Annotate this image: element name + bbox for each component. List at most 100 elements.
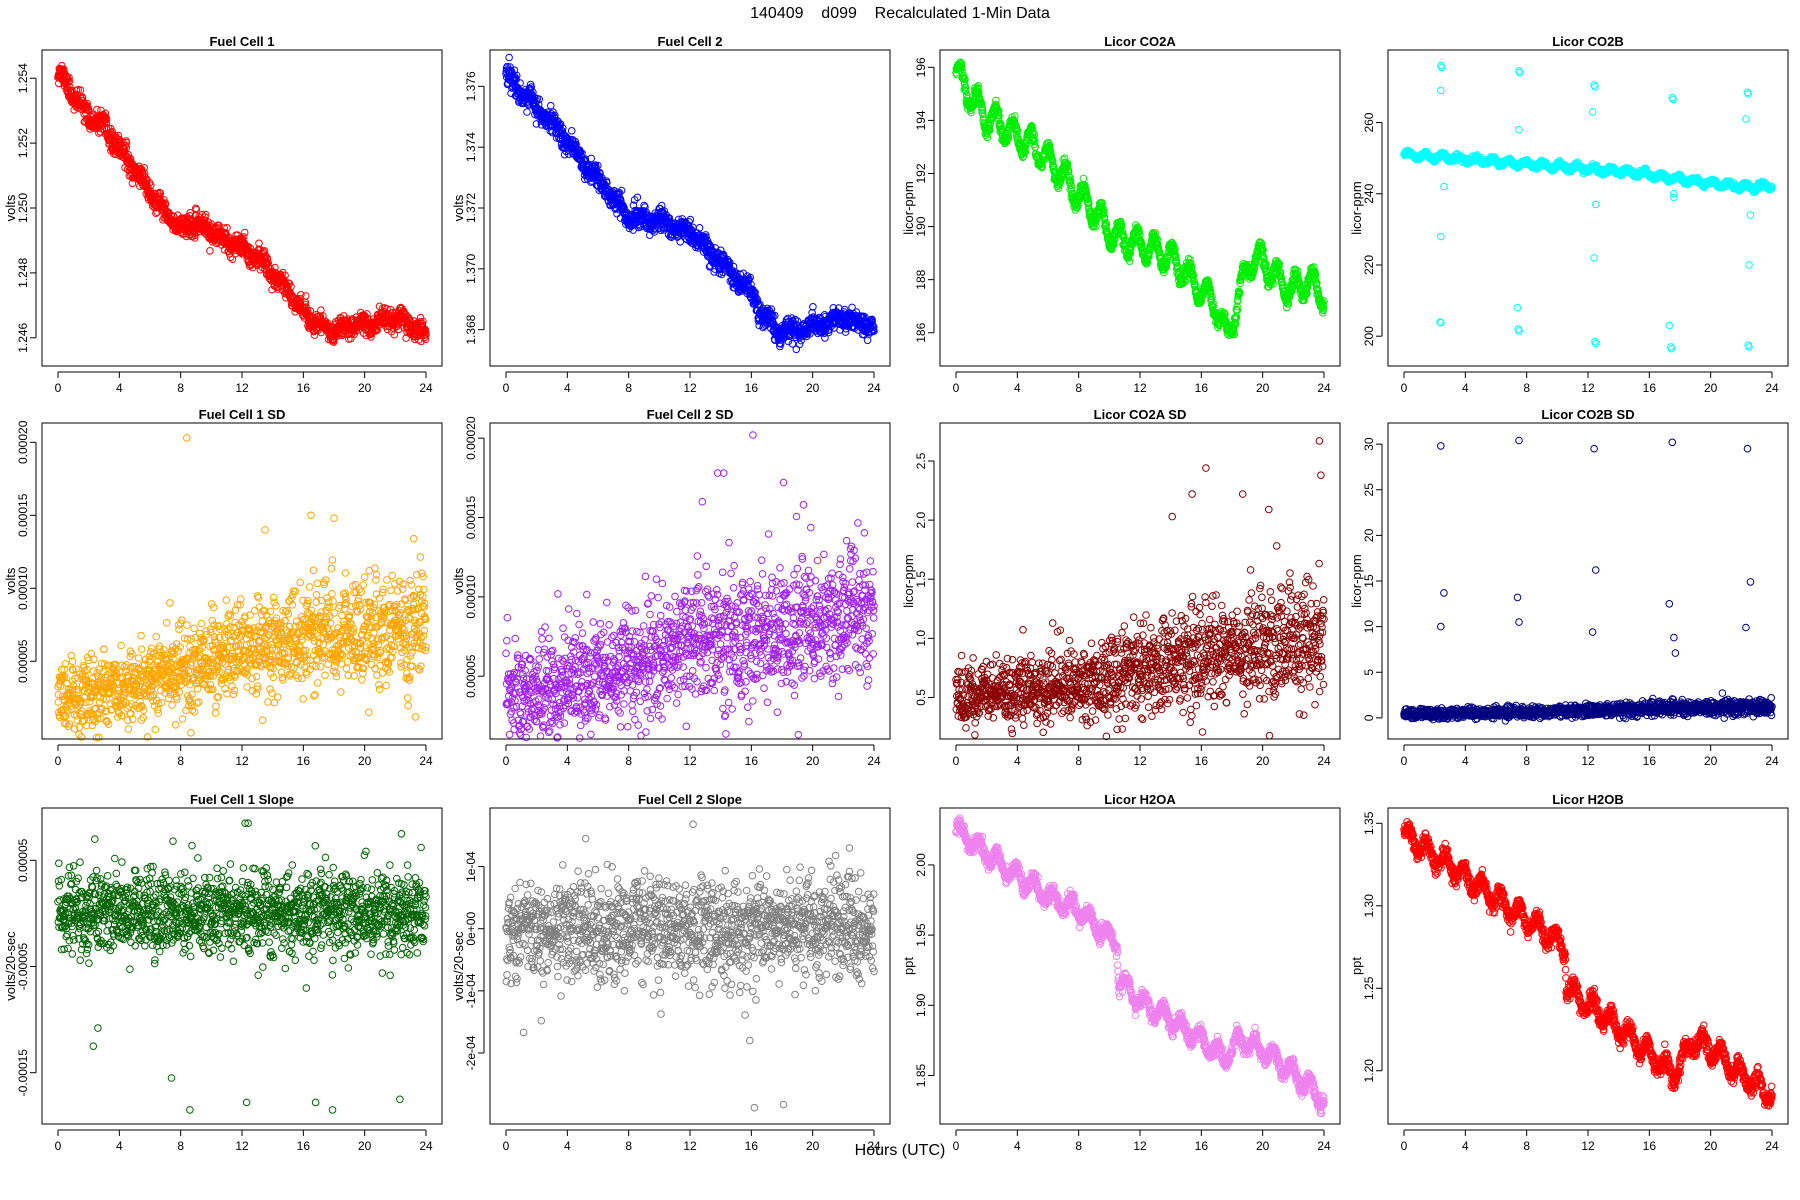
data-point xyxy=(102,115,111,124)
data-point xyxy=(863,336,872,345)
data-point xyxy=(156,189,165,197)
panel-grid: Fuel Cell 10 4 8 12 16 20 241.2461.2481.2501.2… xyxy=(3,34,1789,1153)
data-point xyxy=(302,292,310,300)
data-point xyxy=(296,298,305,307)
y-tick-label: 1.250 xyxy=(16,193,30,223)
y-tick-label: 1.372 xyxy=(464,193,478,223)
x-tick-label: 16 xyxy=(297,381,311,395)
x-tick-label: 4 xyxy=(1014,381,1021,395)
data-point xyxy=(505,53,513,62)
y-tick-label: 1.368 xyxy=(464,314,478,344)
data-point xyxy=(201,216,209,225)
data-point xyxy=(65,73,73,82)
y-tick-label: 196 xyxy=(914,57,928,77)
data-point xyxy=(263,254,272,263)
panel-fuel-cell-1: Fuel Cell 10 4 8 12 16 20 241.2461.2481.2501.2… xyxy=(3,34,443,395)
data-point xyxy=(65,77,74,86)
data-point xyxy=(85,106,93,114)
data-point xyxy=(201,210,210,219)
data-point xyxy=(297,291,305,299)
x-tick-label: 20 xyxy=(1256,381,1270,395)
x-tick-label: 4 xyxy=(564,381,571,395)
y-axis: 186 188 190 192 194 196 xyxy=(914,57,935,343)
x-tick-label: 24 xyxy=(1317,381,1331,395)
data-point xyxy=(239,233,248,241)
data-point xyxy=(206,247,214,255)
data-point xyxy=(223,224,231,232)
y-tick-label: 1.370 xyxy=(464,253,478,283)
figure-title: 140409 d099 Recalculated 1-Min Data xyxy=(750,5,1050,22)
data-point xyxy=(287,282,295,291)
x-tick-label: 0 xyxy=(503,381,510,395)
data-series xyxy=(1400,61,1776,353)
data-point xyxy=(191,231,199,240)
x-tick-label: 4 xyxy=(116,381,123,395)
data-point xyxy=(281,271,289,280)
x-axis: 0 4 8 12 16 20 24 xyxy=(55,371,433,395)
data-series xyxy=(54,61,430,346)
data-point xyxy=(126,155,135,163)
data-point xyxy=(147,181,155,190)
y-tick-label: 186 xyxy=(914,322,928,342)
x-tick-label: 0 xyxy=(953,381,960,395)
y-tick-label: 1.376 xyxy=(464,71,478,101)
panel-title: Fuel Cell 1 xyxy=(209,34,274,49)
data-point xyxy=(695,224,704,232)
x-axis: 0 4 8 12 16 20 24 xyxy=(503,371,881,395)
y-axis-label: volts xyxy=(3,194,18,221)
data-point xyxy=(122,138,131,147)
panel-title: Licor CO2B xyxy=(1552,34,1624,49)
data-point xyxy=(122,143,131,152)
panel-fuel-cell-2: Fuel Cell 20 4 8 12 16 20 241.3681.3701.3721.3… xyxy=(451,34,891,395)
x-tick-label: 8 xyxy=(1075,381,1082,395)
y-tick-label: 1.248 xyxy=(16,258,30,288)
y-axis-label: volts xyxy=(451,194,466,221)
panel-title: Licor CO2A xyxy=(1104,34,1176,49)
data-point xyxy=(284,283,292,292)
data-point xyxy=(191,234,199,242)
x-tick-label: 12 xyxy=(683,381,697,395)
data-point xyxy=(228,255,237,264)
y-tick-label: 1.254 xyxy=(16,63,30,93)
y-axis: 1.246 1.248 1.250 1.252 1.254 xyxy=(16,63,37,353)
data-point xyxy=(547,101,555,110)
data-point xyxy=(84,105,92,113)
data-point xyxy=(58,61,66,70)
y-axis: 1.368 1.370 1.372 1.374 1.376 xyxy=(464,71,485,345)
data-point xyxy=(155,188,164,197)
data-point xyxy=(248,263,257,272)
y-tick-label: 1.252 xyxy=(16,128,30,158)
y-tick-label: 188 xyxy=(914,269,928,289)
x-tick-label: 12 xyxy=(1133,381,1147,395)
x-tick-label: 24 xyxy=(419,381,433,395)
data-point xyxy=(76,86,85,94)
y-tick-label: 1.246 xyxy=(16,322,30,352)
x-tick-label: 24 xyxy=(867,381,881,395)
data-point xyxy=(226,253,235,262)
data-point xyxy=(140,164,148,172)
plot-frame xyxy=(939,49,1341,367)
x-tick-label: 8 xyxy=(177,381,184,395)
y-tick-label: 190 xyxy=(914,216,928,236)
x-tick-label: 20 xyxy=(358,381,372,395)
data-point xyxy=(60,66,68,75)
panel-title: Fuel Cell 2 xyxy=(657,34,722,49)
data-point xyxy=(1079,174,1088,183)
data-point xyxy=(567,127,576,135)
x-tick-label: 16 xyxy=(745,381,759,395)
data-point xyxy=(186,212,194,220)
data-series xyxy=(952,58,1328,340)
data-point xyxy=(240,228,249,237)
y-tick-label: 192 xyxy=(914,163,928,183)
data-point xyxy=(152,209,160,217)
data-series xyxy=(502,53,878,354)
y-tick-label: 1.374 xyxy=(464,132,478,162)
x-tick-label: 0 xyxy=(55,381,62,395)
y-axis-label: licor-ppm xyxy=(901,181,916,234)
x-axis: 0 4 8 12 16 20 24 xyxy=(953,371,1331,395)
data-point xyxy=(161,199,170,207)
y-tick-label: 194 xyxy=(914,110,928,130)
